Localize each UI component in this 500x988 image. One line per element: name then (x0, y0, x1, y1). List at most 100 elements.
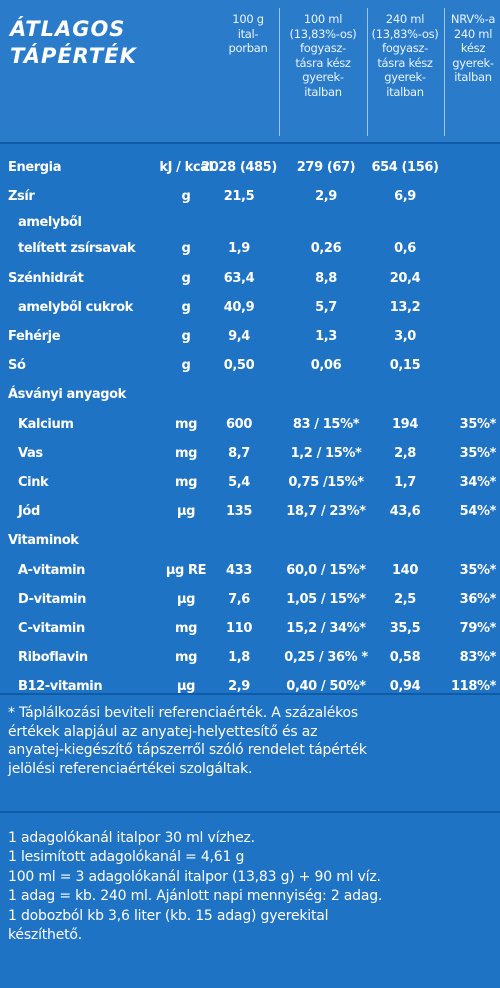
row-label: Vitaminok (8, 533, 79, 549)
value-100g (210, 380, 268, 409)
table-header: ÁTLAGOS TÁPÉRTÉK 100 g ital- porban 100 … (0, 0, 500, 142)
value-100g (210, 526, 268, 555)
value-240ml (370, 211, 440, 234)
value-100ml (286, 526, 366, 555)
value-nrv: 79%* (459, 620, 497, 636)
value-100g: 0,50 (223, 358, 255, 374)
value-100g: 135 (226, 504, 252, 520)
value-100g: 2028 (485) (201, 160, 277, 176)
value-nrv: 54%* (459, 504, 497, 520)
table-row: Só g 0,50 0,06 0,15 (0, 351, 500, 380)
table-row: Vitaminok (0, 526, 500, 555)
row-unit: g (181, 329, 191, 345)
row-unit: mg (174, 650, 198, 666)
value-240ml: 2,5 (394, 591, 416, 607)
value-nrv (440, 234, 496, 263)
serving-info: 1 adagolókanál italpor 30 ml vízhez. 1 le… (8, 829, 494, 945)
column-header-240ml: 240 ml (13,83%-os) fogyasz- tásra kész g… (371, 12, 439, 99)
row-unit: mg (174, 474, 198, 490)
row-unit: mg (174, 416, 198, 432)
footnote-line: jelölési referenciaértékei szolgáltak. (8, 760, 253, 777)
value-nrv (440, 153, 496, 182)
title-line-2: TÁPÉRTÉK (10, 44, 137, 68)
info-line: 1 adagolókanál italpor 30 ml vízhez. (8, 830, 255, 846)
column-header-100ml: 100 ml (13,83%-os) fogyasz- tásra kész g… (289, 12, 357, 99)
row-unit: g (181, 189, 191, 205)
table-row: C-vitamin mg 110 15,2 / 34%* 35,5 79%* (0, 614, 500, 643)
value-nrv (440, 380, 496, 409)
value-nrv: 35%* (459, 562, 497, 578)
value-240ml: 654 (156) (371, 160, 439, 176)
table-row: D-vitamin μg 7,6 1,05 / 15%* 2,5 36%* (0, 585, 500, 614)
value-240ml (370, 526, 440, 555)
table-row: Jód μg 135 18,7 / 23%* 43,6 54%* (0, 497, 500, 526)
value-nrv: 35%* (459, 416, 497, 432)
table-row: Energia kJ / kcal 2028 (485) 279 (67) 654 (1… (0, 153, 500, 182)
table-row: Szénhidrát g 63,4 8,8 20,4 (0, 264, 500, 293)
value-nrv (440, 351, 496, 380)
value-nrv: 35%* (459, 445, 497, 461)
value-240ml: 1,7 (394, 474, 416, 490)
row-label: B12-vitamin (18, 679, 103, 695)
row-unit: μg RE (165, 562, 207, 578)
value-100ml: 1,3 (315, 329, 337, 345)
value-nrv: 36%* (459, 591, 497, 607)
value-240ml (370, 380, 440, 409)
value-240ml: 3,0 (394, 329, 416, 345)
value-100ml (286, 211, 366, 234)
table-row: Ásványi anyagok (0, 380, 500, 409)
value-100g: 9,4 (228, 329, 250, 345)
page-title: ÁTLAGOS TÁPÉRTÉK (10, 16, 210, 70)
title-line-1: ÁTLAGOS (10, 17, 126, 41)
column-header-100g: 100 g ital- porban (228, 12, 268, 56)
row-label: Zsír (8, 189, 35, 205)
nutrition-table: Energia kJ / kcal 2028 (485) 279 (67) 654 (1… (0, 153, 500, 701)
row-label: amelyből (18, 215, 82, 231)
row-unit: g (181, 241, 191, 257)
value-100ml: 15,2 / 34%* (286, 620, 366, 636)
value-100g: 40,9 (223, 299, 255, 315)
value-240ml: 0,58 (389, 650, 421, 666)
header-divider (0, 142, 500, 144)
value-100ml: 0,40 / 50%* (286, 679, 366, 695)
value-100ml: 0,26 (310, 241, 342, 257)
row-label: amelyből cukrok (18, 299, 133, 315)
row-unit: g (181, 299, 191, 315)
row-unit: g (181, 270, 191, 286)
value-100ml: 5,7 (315, 299, 337, 315)
value-100g: 1,9 (228, 241, 250, 257)
table-row: amelyből cukrok g 40,9 5,7 13,2 (0, 293, 500, 322)
info-line: 100 ml = 3 adagolókanál italpor (13,83 g… (8, 868, 381, 885)
row-unit: mg (174, 445, 198, 461)
value-100ml: 18,7 / 23%* (286, 504, 366, 520)
footnote-line: * Táplálkozási beviteli referenciaérték.… (8, 705, 358, 721)
header-separator (367, 8, 368, 136)
value-100ml: 0,75 /15%* (288, 474, 364, 490)
table-row: A-vitamin μg RE 433 60,0 / 15%* 140 35%* (0, 555, 500, 584)
value-100g: 63,4 (223, 270, 255, 286)
value-nrv: 83%* (459, 650, 497, 666)
value-nrv (440, 526, 496, 555)
row-label: Kalcium (18, 416, 74, 432)
value-100ml (286, 380, 366, 409)
row-label: Cink (18, 474, 49, 490)
footnote: * Táplálkozási beviteli referenciaérték.… (8, 704, 494, 778)
value-100g: 1,8 (228, 650, 250, 666)
info-line: 1 lesimított adagolókanál = 4,61 g (8, 849, 245, 866)
value-100g: 7,6 (228, 591, 250, 607)
table-row: B12-vitamin μg 2,9 0,40 / 50%* 0,94 118%* (0, 672, 500, 701)
row-unit: μg (176, 679, 196, 695)
header-separator (444, 8, 445, 136)
value-100ml: 1,2 / 15%* (290, 445, 362, 461)
row-label: Vas (18, 445, 43, 461)
value-100ml: 1,05 / 15%* (286, 591, 366, 607)
value-nrv (440, 293, 496, 322)
value-nrv (440, 182, 496, 211)
value-100g: 2,9 (228, 679, 250, 695)
value-100ml: 83 / 15%* (292, 416, 360, 432)
value-240ml: 194 (392, 416, 418, 432)
value-nrv (440, 264, 496, 293)
table-row: Kalcium mg 600 83 / 15%* 194 35%* (0, 410, 500, 439)
value-240ml: 35,5 (389, 620, 421, 636)
